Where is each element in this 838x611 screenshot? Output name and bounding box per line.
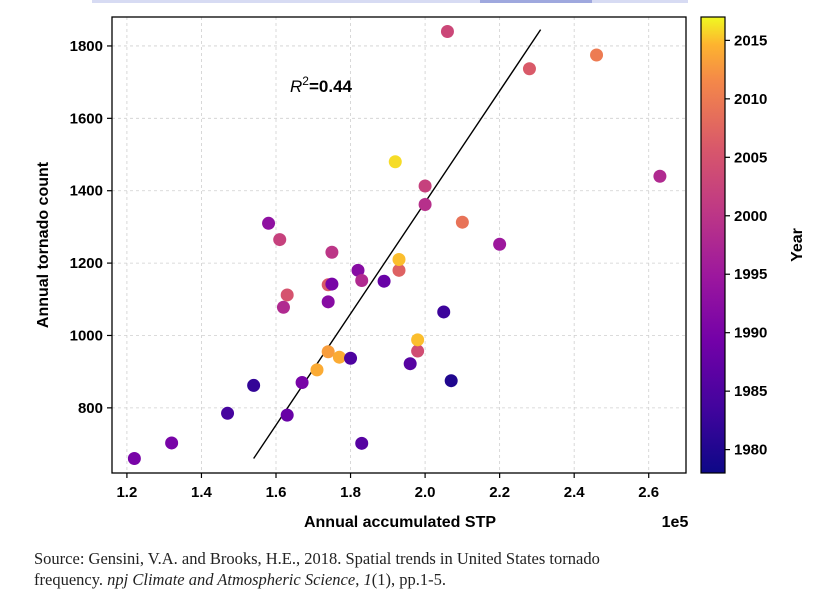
data-points [127, 24, 667, 466]
colorbar-tick-label: 1980 [734, 442, 767, 459]
colorbar-tick-label: 1985 [734, 383, 767, 400]
data-point [127, 452, 141, 466]
y-tick-label: 1200 [70, 255, 103, 272]
y-tick-label: 1400 [70, 183, 103, 200]
r-squared-annotation: R2=0.44 [290, 74, 353, 96]
x-tick-label: 1.8 [340, 484, 361, 501]
data-point [437, 305, 451, 319]
caption-volume: 1 [363, 570, 372, 589]
data-point [388, 155, 402, 169]
data-point [418, 179, 432, 193]
x-axis-multiplier: 1e5 [662, 514, 689, 531]
data-point [403, 357, 417, 371]
data-point [332, 350, 346, 364]
data-point [377, 274, 391, 288]
plot-frame [111, 16, 687, 474]
data-point [247, 378, 261, 392]
data-point [522, 62, 536, 76]
data-point [262, 216, 276, 230]
data-point [493, 237, 507, 251]
colorbar-ticks: 1980 1985 1990 1995 2000 2005 2010 2015 [725, 32, 767, 459]
caption-line-2c: (1), pp.1-5. [371, 570, 446, 589]
caption-line-2a: frequency. [34, 570, 108, 589]
data-point [355, 273, 369, 287]
x-tick-label: 1.6 [266, 484, 287, 501]
colorbar-tick-label: 1995 [734, 266, 767, 283]
caption-line-2b: , [355, 570, 364, 589]
top-border-dash [480, 0, 592, 3]
caption-journal: npj Climate and Atmospheric Science [107, 570, 356, 589]
colorbar-tick-label: 2000 [734, 208, 767, 225]
data-point [418, 197, 432, 211]
x-tick-label: 2.2 [489, 484, 510, 501]
data-point [355, 436, 369, 450]
data-point [321, 345, 335, 359]
scatter-chart: 1.2 1.4 1.6 1.8 2.0 2.2 2.4 2.6 800 1000 1200 1400… [35, 16, 806, 531]
colorbar-label: Year [789, 228, 806, 262]
data-point [280, 408, 294, 422]
data-point [411, 344, 425, 358]
x-tick-label: 1.4 [191, 484, 213, 501]
data-point [165, 436, 179, 450]
colorbar-tick-label: 2005 [734, 149, 767, 166]
data-point [411, 333, 425, 347]
y-axis: 800 1000 1200 1400 1600 1800 [70, 38, 112, 417]
data-point [351, 263, 365, 277]
data-point [295, 376, 309, 390]
data-point [325, 277, 339, 291]
colorbar-tick-label: 2015 [734, 32, 767, 49]
data-point [392, 252, 406, 266]
data-point [276, 300, 290, 314]
data-point [273, 233, 287, 247]
x-tick-label: 1.2 [116, 484, 137, 501]
data-point [455, 215, 469, 229]
grid [112, 17, 686, 473]
x-tick-label: 2.6 [638, 484, 659, 501]
r-squared-symbol: R [290, 77, 302, 96]
r-squared-exponent: 2 [302, 74, 309, 88]
y-tick-label: 1600 [70, 110, 103, 127]
y-tick-label: 800 [78, 400, 103, 417]
caption-line-1: Source: Gensini, V.A. and Brooks, H.E., … [34, 549, 600, 568]
x-tick-label: 2.4 [564, 484, 586, 501]
y-tick-label: 1000 [70, 327, 103, 344]
data-point [440, 24, 454, 38]
data-point [280, 288, 294, 302]
data-point [325, 245, 339, 259]
x-axis-label: Annual accumulated STP [304, 514, 496, 531]
colorbar [700, 16, 726, 474]
data-point [590, 48, 604, 62]
colorbar-tick-label: 1990 [734, 325, 767, 342]
colorbar-tick-label: 2010 [734, 91, 767, 108]
data-point [221, 406, 235, 420]
data-point [344, 351, 358, 365]
x-tick-label: 2.0 [415, 484, 436, 501]
r-squared-value: =0.44 [309, 77, 353, 96]
top-border-line [92, 0, 688, 3]
data-point [310, 363, 324, 377]
data-point [653, 169, 667, 183]
y-tick-label: 1800 [70, 38, 103, 55]
data-point [321, 295, 335, 309]
data-point [444, 374, 458, 388]
y-axis-label: Annual tornado count [35, 161, 52, 328]
x-axis: 1.2 1.4 1.6 1.8 2.0 2.2 2.4 2.6 [116, 473, 659, 501]
data-point [392, 263, 406, 277]
source-caption: Source: Gensini, V.A. and Brooks, H.E., … [34, 548, 824, 590]
